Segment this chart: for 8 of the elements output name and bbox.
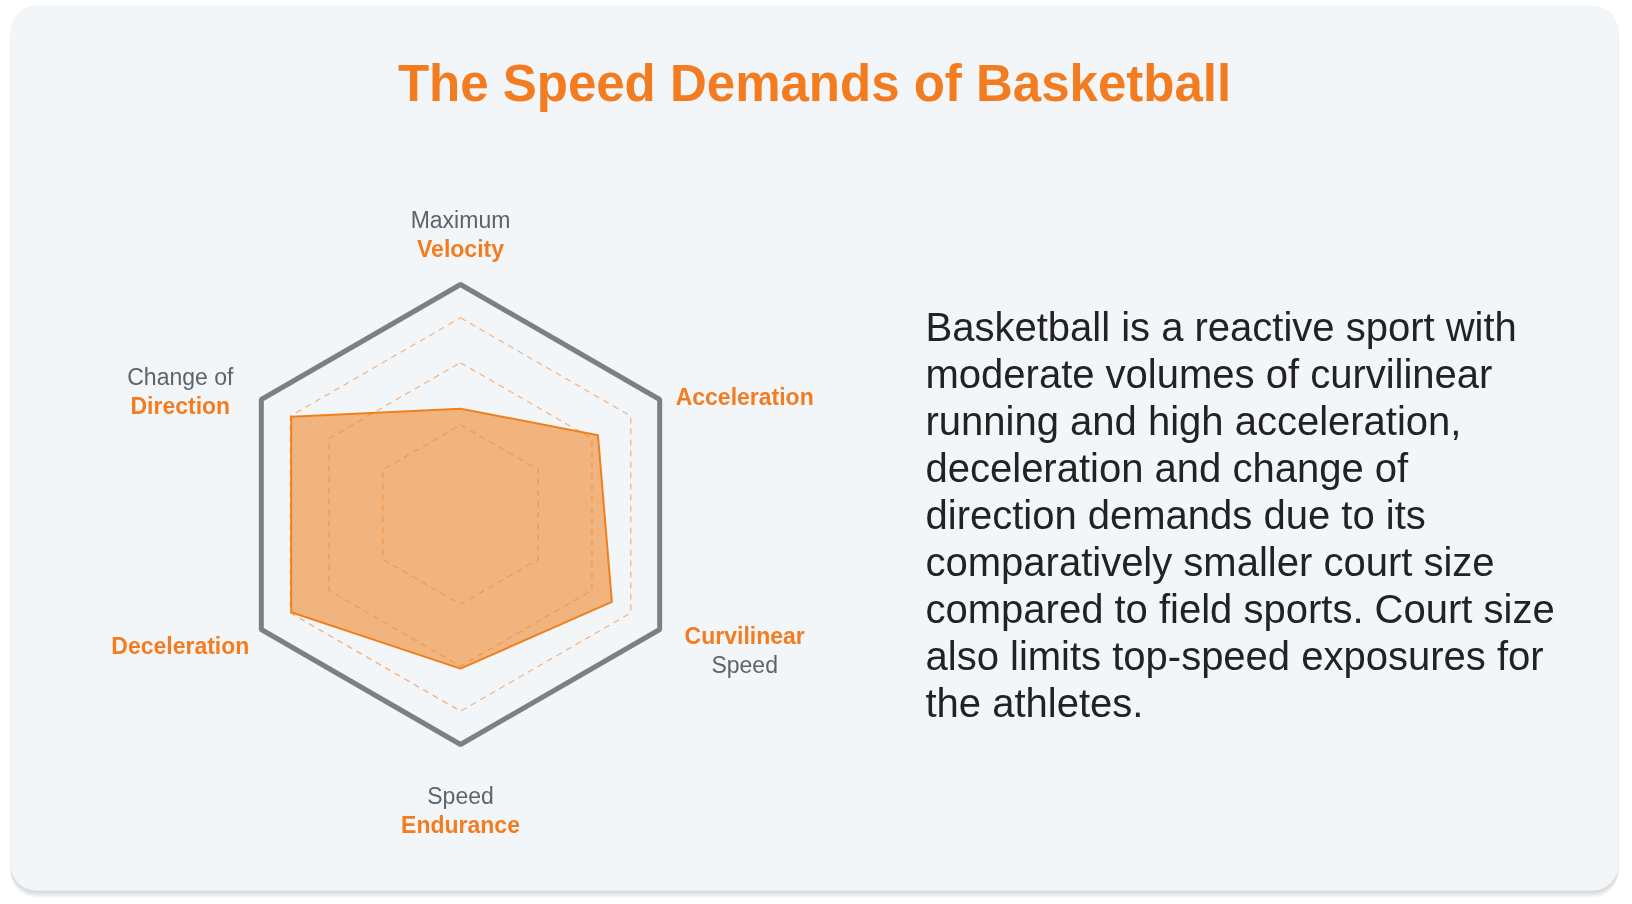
chart-title: The Speed Demands of Basketball [397,55,1232,112]
spoke-label: Change of Direction [127,363,234,419]
spoke-label: Deceleration [111,632,250,659]
spoke-label: Speed Endurance [401,782,520,838]
text: Basketball is a reactive sport with moderate volumes of curvilinear running and high acceleration, deceleration and change of direction demands due to its comparatively smaller court size compared to field sports. Court size also limits top-speed exposures for the athletes. [925,304,1555,725]
spoke-label: Maximum Velocity [410,206,511,262]
spoke-label: Acceleration [675,383,814,410]
spoke-label: Curvilinear Speed [684,622,805,678]
